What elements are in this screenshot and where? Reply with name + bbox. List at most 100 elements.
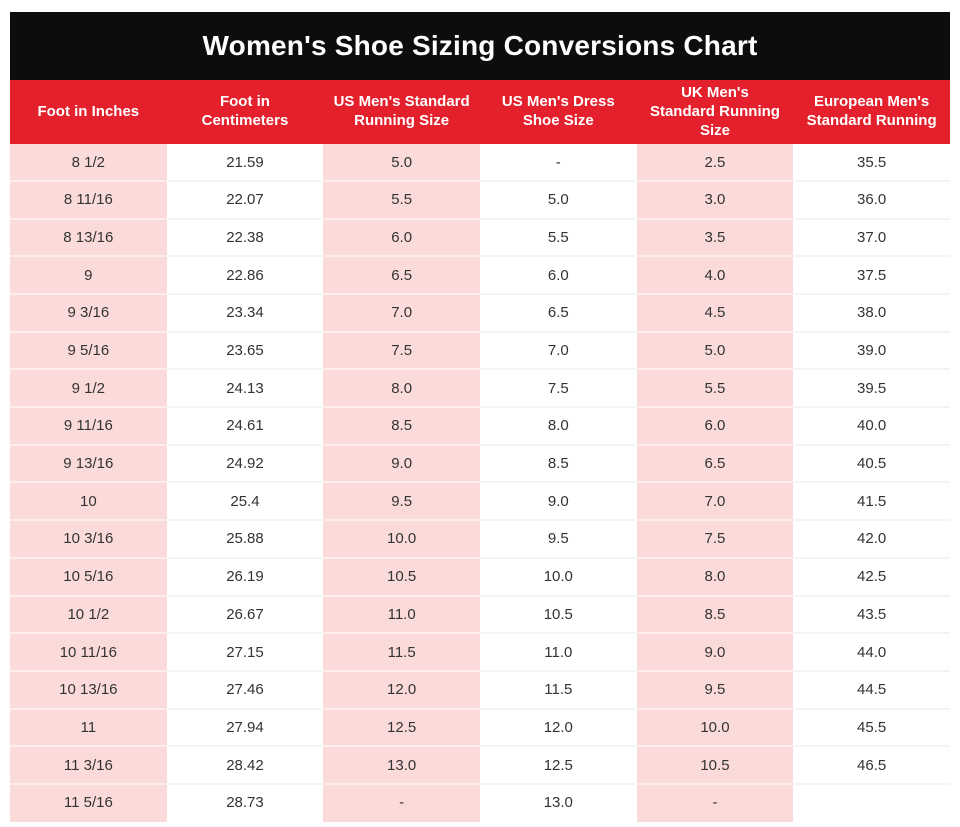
table-cell: 8.5 xyxy=(636,595,794,635)
table-cell: 38.0 xyxy=(793,294,950,333)
table-cell: 10.0 xyxy=(323,520,480,559)
table-cell: 5.5 xyxy=(479,218,637,258)
table-cell: 9.0 xyxy=(636,633,794,672)
table-row: 11 5/16 28.73-13.0- xyxy=(10,783,950,822)
table-cell: 41.5 xyxy=(793,482,950,522)
table-cell: 36.0 xyxy=(793,180,950,220)
table-cell: 12.0 xyxy=(479,708,637,748)
table-cell: - xyxy=(479,144,637,182)
table-cell: 8 1/2 xyxy=(10,144,167,182)
shoe-size-conversion-table: Foot in Inches Foot in Centimeters US Men'… xyxy=(10,80,950,823)
table-cell: 6.0 xyxy=(636,407,794,446)
table-row: 8 1/2 21.59 5.0-2.5 35.5 xyxy=(10,144,950,182)
table-row: 8 13/16 22.38 6.0 5.5 3.5 37.0 xyxy=(10,218,950,258)
table-cell: - xyxy=(323,783,480,822)
table-row: 10 3/16 25.88 10.0 9.5 7.5 42.0 xyxy=(10,520,950,559)
table-cell: 23.65 xyxy=(166,331,324,371)
table-cell: 10.0 xyxy=(479,557,637,597)
table-cell: 24.92 xyxy=(166,444,324,484)
table-cell: 8 13/16 xyxy=(10,218,167,258)
table-cell: 27.46 xyxy=(166,670,324,710)
table-row: 10 11/16 27.15 11.5 11.0 9.0 44.0 xyxy=(10,633,950,672)
table-cell: 12.5 xyxy=(479,746,637,785)
table-head: Foot in Inches Foot in Centimeters US Men'… xyxy=(10,80,950,145)
table-cell: 10.5 xyxy=(479,595,637,635)
table-cell: 9 xyxy=(10,256,167,295)
table-row: 9 11/16 24.61 8.5 8.0 6.0 40.0 xyxy=(10,407,950,446)
table-cell: 22.38 xyxy=(166,218,324,258)
table-cell: 8.0 xyxy=(323,369,480,409)
table-cell: 40.5 xyxy=(793,444,950,484)
table-row: 11 3/16 28.42 13.0 12.5 10.5 46.5 xyxy=(10,746,950,785)
table-cell: 11.5 xyxy=(479,670,637,710)
table-row: 10 5/16 26.19 10.5 10.0 8.0 42.5 xyxy=(10,557,950,597)
column-header: European Men's Standard Running xyxy=(793,80,950,145)
table-cell: 24.61 xyxy=(166,407,324,446)
table-cell: 11.5 xyxy=(323,633,480,672)
table-cell: 13.0 xyxy=(323,746,480,785)
table-cell: 22.07 xyxy=(166,180,324,220)
table-cell: 4.0 xyxy=(636,256,794,295)
table-row: 9 1/2 24.13 8.0 7.5 5.5 39.5 xyxy=(10,369,950,409)
table-cell: 12.5 xyxy=(323,708,480,748)
table-cell: 5.0 xyxy=(636,331,794,371)
column-header: UK Men's Standard Running Size xyxy=(636,80,794,145)
table-cell: 28.42 xyxy=(166,746,324,785)
table-cell: 6.5 xyxy=(323,256,480,295)
table-cell xyxy=(793,783,950,822)
table-cell: 9 13/16 xyxy=(10,444,167,484)
table-cell: 13.0 xyxy=(479,783,637,822)
column-header: Foot in Centimeters xyxy=(166,80,324,145)
table-row: 9 3/16 23.34 7.0 6.5 4.5 38.0 xyxy=(10,294,950,333)
page-title: Women's Shoe Sizing Conversions Chart xyxy=(202,30,758,61)
table-cell: 9.0 xyxy=(323,444,480,484)
table-cell: 26.67 xyxy=(166,595,324,635)
table-cell: 27.94 xyxy=(166,708,324,748)
table-cell: 10 11/16 xyxy=(10,633,167,672)
table-cell: 10 1/2 xyxy=(10,595,167,635)
table-cell: 8.5 xyxy=(323,407,480,446)
table-cell: 10 3/16 xyxy=(10,520,167,559)
table-cell: 7.5 xyxy=(636,520,794,559)
chart-page: Women's Shoe Sizing Conversions Chart Fo… xyxy=(10,12,950,823)
table-cell: 5.5 xyxy=(636,369,794,409)
table-row: 10 1/2 26.67 11.0 10.5 8.5 43.5 xyxy=(10,595,950,635)
table-cell: 26.19 xyxy=(166,557,324,597)
table-cell: - xyxy=(636,783,794,822)
table-cell: 5.0 xyxy=(479,180,637,220)
table-cell: 6.0 xyxy=(479,256,637,295)
table-cell: 9 11/16 xyxy=(10,407,167,446)
column-header: Foot in Inches xyxy=(10,80,167,145)
table-cell: 10 xyxy=(10,482,167,522)
table-cell: 2.5 xyxy=(636,144,794,182)
table-cell: 42.5 xyxy=(793,557,950,597)
table-cell: 5.0 xyxy=(323,144,480,182)
table-cell: 46.5 xyxy=(793,746,950,785)
table-cell: 9.5 xyxy=(636,670,794,710)
table-row: 10 13/16 27.46 12.0 11.5 9.5 44.5 xyxy=(10,670,950,710)
table-cell: 25.88 xyxy=(166,520,324,559)
table-cell: 39.5 xyxy=(793,369,950,409)
table-cell: 8.5 xyxy=(479,444,637,484)
table-cell: 11 3/16 xyxy=(10,746,167,785)
table-cell: 3.5 xyxy=(636,218,794,258)
table-cell: 7.5 xyxy=(323,331,480,371)
table-cell: 9 3/16 xyxy=(10,294,167,333)
table-cell: 43.5 xyxy=(793,595,950,635)
title-bar: Women's Shoe Sizing Conversions Chart xyxy=(10,12,950,80)
table-body: 8 1/2 21.59 5.0-2.5 35.5 8 11/16 22.07 5.5 5.0 3… xyxy=(10,144,950,822)
header-row: Foot in Inches Foot in Centimeters US Men'… xyxy=(10,80,950,145)
table-cell: 9 1/2 xyxy=(10,369,167,409)
table-cell: 7.0 xyxy=(479,331,637,371)
table-cell: 39.0 xyxy=(793,331,950,371)
table-cell: 4.5 xyxy=(636,294,794,333)
table-cell: 44.5 xyxy=(793,670,950,710)
table-cell: 11 xyxy=(10,708,167,748)
table-cell: 37.5 xyxy=(793,256,950,295)
table-cell: 11.0 xyxy=(323,595,480,635)
table-cell: 10.0 xyxy=(636,708,794,748)
table-cell: 11.0 xyxy=(479,633,637,672)
table-cell: 44.0 xyxy=(793,633,950,672)
table-row: 9 5/16 23.65 7.5 7.0 5.0 39.0 xyxy=(10,331,950,371)
table-cell: 24.13 xyxy=(166,369,324,409)
